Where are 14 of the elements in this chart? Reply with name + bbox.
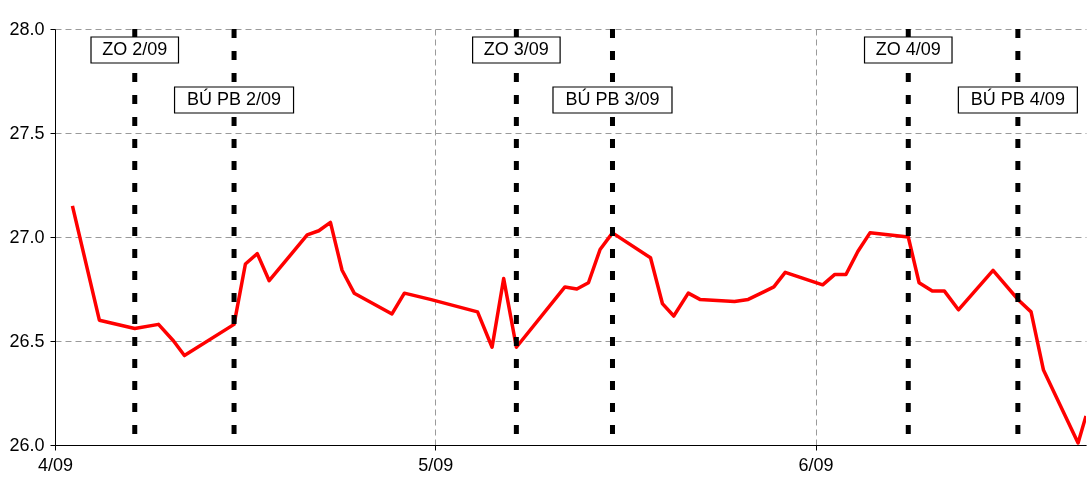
ref-line-label: BÚ PB 2/09 — [187, 88, 282, 109]
x-tick-label: 5/09 — [418, 454, 454, 475]
ref-line-label: ZO 4/09 — [875, 39, 941, 59]
y-tick-label: 28.0 — [9, 18, 45, 39]
y-tick-label: 26.5 — [9, 330, 45, 351]
x-tick-label: 4/09 — [37, 454, 74, 475]
x-tick-label: 6/09 — [798, 454, 834, 475]
ref-line-label: ZO 2/09 — [102, 39, 168, 59]
ref-line-label: BÚ PB 4/09 — [970, 88, 1065, 109]
y-tick-label: 27.5 — [9, 122, 45, 143]
ref-line-label: BÚ PB 3/09 — [565, 88, 660, 109]
y-tick-label: 27.0 — [9, 226, 45, 247]
y-tick-label: 26.0 — [9, 434, 45, 455]
ref-line-label: ZO 3/09 — [483, 39, 549, 59]
